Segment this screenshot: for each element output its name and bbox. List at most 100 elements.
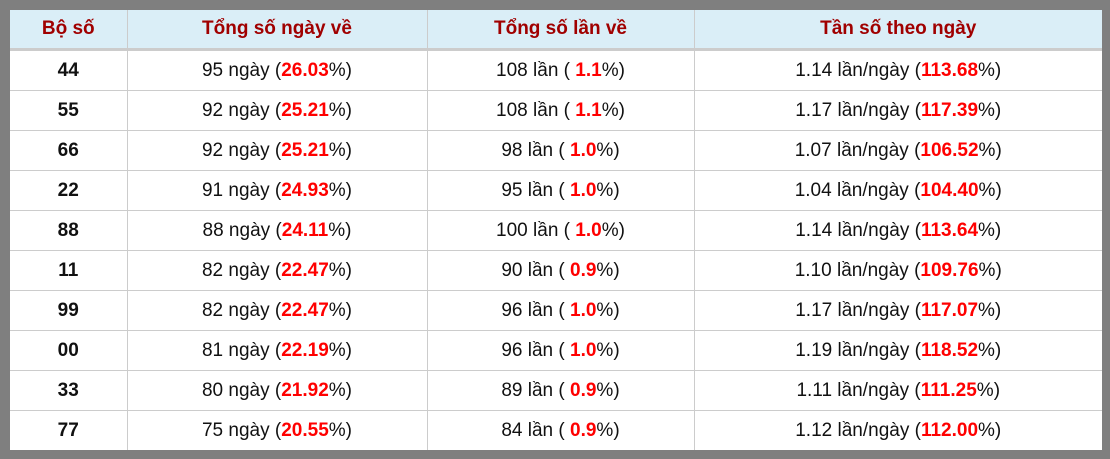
- days-value: 82: [201, 259, 224, 281]
- freq-value: 1.04: [794, 179, 832, 201]
- times-percent: 1.1: [570, 99, 602, 121]
- pct-close: %): [328, 99, 352, 121]
- total-days-cell: 88 ngày (24.11%): [127, 210, 428, 251]
- pct-close: %): [978, 179, 1002, 201]
- freq-unit: lần/ngày (: [832, 59, 921, 81]
- days-unit: ngày (: [223, 139, 282, 161]
- freq-value: 1.19: [795, 339, 833, 361]
- frequency-cell: 1.17 lần/ngày (117.39%): [694, 90, 1102, 131]
- times-unit: lần (: [522, 339, 565, 361]
- table-row: 88 88 ngày (24.11%) 100 lần ( 1.0%) 1.14 lầ…: [10, 210, 1102, 251]
- times-unit: lần (: [522, 259, 565, 281]
- pct-close: %): [328, 179, 352, 201]
- freq-percent: 113.68: [920, 59, 979, 81]
- pct-close: %): [978, 59, 1002, 81]
- times-percent: 1.0: [564, 139, 597, 161]
- freq-percent: 112.00: [920, 419, 979, 441]
- freq-unit: lần/ngày (: [831, 179, 921, 201]
- freq-unit: lần/ngày (: [832, 379, 921, 401]
- times-value: 84: [501, 419, 523, 441]
- table-row: 11 82 ngày (22.47%) 90 lần ( 0.9%) 1.10 lần…: [10, 250, 1102, 291]
- freq-percent: 113.64: [920, 219, 979, 241]
- total-times-cell: 89 lần ( 0.9%): [427, 370, 695, 411]
- total-times-cell: 108 lần ( 1.1%): [427, 90, 695, 131]
- times-value: 90: [501, 259, 523, 281]
- frequency-cell: 1.12 lần/ngày (112.00%): [694, 411, 1102, 451]
- days-value: 95: [201, 59, 224, 81]
- times-percent: 0.9: [564, 259, 597, 281]
- freq-unit: lần/ngày (: [832, 99, 921, 121]
- total-times-cell: 96 lần ( 1.0%): [427, 330, 695, 371]
- frequency-cell: 1.14 lần/ngày (113.68%): [694, 49, 1102, 91]
- bo-so-cell: 66: [10, 130, 128, 171]
- total-times-cell: 100 lần ( 1.0%): [427, 210, 695, 251]
- pct-close: %): [978, 259, 1002, 281]
- freq-unit: lần/ngày (: [832, 299, 921, 321]
- days-percent: 26.03: [281, 59, 329, 81]
- bo-so-cell: 44: [10, 49, 128, 91]
- freq-percent: 117.39: [920, 99, 979, 121]
- total-days-cell: 95 ngày (26.03%): [127, 49, 428, 91]
- bo-so-cell: 22: [10, 170, 128, 211]
- pct-close: %): [601, 99, 625, 121]
- days-percent: 24.93: [281, 179, 329, 201]
- days-unit: ngày (: [223, 379, 282, 401]
- freq-unit: lần/ngày (: [832, 219, 921, 241]
- days-value: 80: [201, 379, 224, 401]
- pct-close: %): [596, 419, 620, 441]
- frequency-cell: 1.10 lần/ngày (109.76%): [694, 250, 1102, 291]
- days-value: 75: [201, 419, 224, 441]
- times-value: 108: [496, 99, 528, 121]
- days-value: 91: [201, 179, 224, 201]
- freq-percent: 118.52: [920, 339, 979, 361]
- pct-close: %): [328, 299, 352, 321]
- pct-close: %): [328, 259, 352, 281]
- pct-close: %): [978, 419, 1002, 441]
- total-days-cell: 92 ngày (25.21%): [127, 130, 428, 171]
- total-times-cell: 98 lần ( 1.0%): [427, 130, 695, 171]
- times-value: 96: [501, 339, 523, 361]
- stats-table: Bộ số Tổng số ngày về Tổng số lần về Tần…: [10, 10, 1102, 450]
- frequency-cell: 1.04 lần/ngày (104.40%): [694, 170, 1102, 211]
- times-unit: lần (: [527, 219, 570, 241]
- pct-close: %): [328, 139, 352, 161]
- pct-close: %): [596, 259, 620, 281]
- times-percent: 1.0: [564, 339, 597, 361]
- freq-value: 1.14: [795, 219, 833, 241]
- days-percent: 25.21: [281, 99, 329, 121]
- pct-close: %): [328, 59, 352, 81]
- days-unit: ngày (: [223, 179, 282, 201]
- times-percent: 0.9: [564, 379, 597, 401]
- times-unit: lần (: [522, 379, 565, 401]
- bo-so-cell: 99: [10, 290, 128, 331]
- days-percent: 21.92: [281, 379, 329, 401]
- freq-unit: lần/ngày (: [831, 139, 921, 161]
- header-row: Bộ số Tổng số ngày về Tổng số lần về Tần…: [10, 10, 1102, 51]
- days-unit: ngày (: [223, 419, 282, 441]
- times-percent: 1.0: [570, 219, 602, 241]
- header-bo-so: Bộ số: [10, 10, 128, 51]
- times-unit: lần (: [522, 139, 565, 161]
- bo-so-cell: 55: [10, 90, 128, 131]
- total-days-cell: 82 ngày (22.47%): [127, 290, 428, 331]
- days-percent: 20.55: [281, 419, 329, 441]
- days-unit: ngày (: [223, 99, 282, 121]
- total-times-cell: 96 lần ( 1.0%): [427, 290, 695, 331]
- times-unit: lần (: [522, 419, 565, 441]
- pct-close: %): [328, 419, 352, 441]
- pct-close: %): [978, 99, 1002, 121]
- frequency-cell: 1.11 lần/ngày (111.25%): [694, 370, 1102, 411]
- frequency-cell: 1.07 lần/ngày (106.52%): [694, 130, 1102, 171]
- frequency-cell: 1.17 lần/ngày (117.07%): [694, 290, 1102, 331]
- table-row: 99 82 ngày (22.47%) 96 lần ( 1.0%) 1.17 lần…: [10, 290, 1102, 331]
- pct-close: %): [596, 379, 620, 401]
- total-times-cell: 90 lần ( 0.9%): [427, 250, 695, 291]
- days-unit: ngày (: [223, 59, 282, 81]
- total-times-cell: 108 lần ( 1.1%): [427, 49, 695, 91]
- pct-close: %): [601, 219, 625, 241]
- pct-close: %): [596, 299, 620, 321]
- times-value: 96: [501, 299, 523, 321]
- bo-so-cell: 77: [10, 410, 128, 450]
- total-days-cell: 92 ngày (25.21%): [127, 90, 428, 131]
- total-times-cell: 84 lần ( 0.9%): [427, 410, 695, 450]
